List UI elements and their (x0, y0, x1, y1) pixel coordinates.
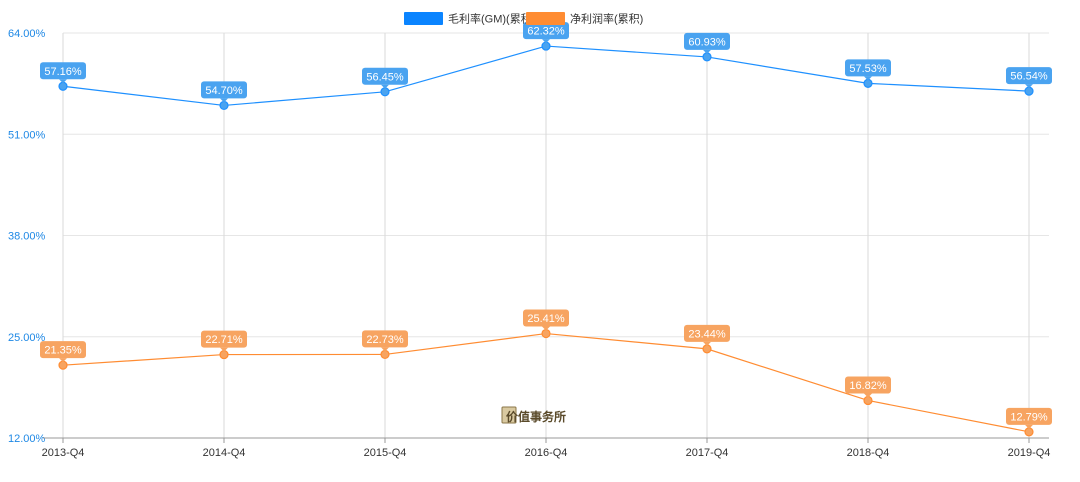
axes: 12.00% 25.00% 38.00% 51.00% 64.00% 2013-Q4 201… (8, 28, 1050, 459)
data-label-pointer (1025, 84, 1033, 89)
data-point[interactable] (380, 87, 390, 97)
data-label-bg (684, 324, 730, 342)
legend-item[interactable]: 毛利率(GM)(累积) (404, 12, 535, 26)
data-label-bg (845, 376, 891, 394)
x-tick-label: 2019-Q4 (1008, 447, 1051, 459)
watermark-logo-icon (501, 406, 517, 424)
legend-item[interactable]: 净利润率(累积) (526, 12, 643, 26)
legend-swatch (526, 12, 565, 25)
data-point[interactable] (219, 100, 229, 111)
data-label-pointer (1025, 424, 1033, 429)
data-point[interactable] (380, 349, 390, 360)
data-label: 56.45% (366, 71, 404, 83)
y-tick-label: 25.00% (8, 332, 46, 344)
data-label-pointer (59, 358, 67, 363)
data-label-bg (845, 59, 891, 77)
data-label-pointer (542, 326, 550, 331)
data-label-pointer (381, 84, 389, 89)
legend-label: 净利润率(累积) (570, 12, 643, 26)
data-label: 12.79% (1010, 411, 1048, 423)
data-label: 22.71% (205, 334, 243, 346)
x-tick-label: 2016-Q4 (525, 447, 568, 459)
x-tick-label: 2014-Q4 (203, 447, 246, 459)
y-tick-label: 64.00% (8, 28, 46, 40)
data-label: 57.53% (849, 63, 887, 75)
x-tick-label: 2015-Q4 (364, 447, 407, 459)
data-point[interactable] (58, 81, 68, 91)
y-tick-label: 51.00% (8, 129, 46, 141)
data-label-pointer (381, 347, 389, 352)
data-label-pointer (864, 76, 872, 81)
x-tick-label: 2013-Q4 (42, 447, 85, 459)
data-label: 62.32% (527, 26, 565, 38)
data-label-pointer (59, 79, 67, 84)
data-point[interactable] (1024, 427, 1034, 437)
data-label: 57.16% (44, 66, 82, 78)
data-label-bg (684, 32, 730, 50)
data-label-bg (40, 341, 86, 359)
data-label-pointer (220, 347, 228, 352)
data-label-pointer (703, 341, 711, 346)
watermark: 价值事务所 (501, 406, 566, 424)
data-label-bg (1006, 407, 1052, 425)
data-point[interactable] (863, 395, 873, 406)
legend-swatch (404, 12, 443, 25)
data-point[interactable] (702, 52, 712, 62)
data-label-bg (362, 67, 408, 85)
watermark-text: 价值事务所 (506, 409, 566, 424)
data-point[interactable] (1024, 86, 1034, 96)
data-point[interactable] (541, 41, 551, 51)
data-label: 25.41% (527, 313, 565, 325)
data-label-pointer (864, 393, 872, 398)
data-label-pointer (703, 49, 711, 54)
data-label-bg (523, 309, 569, 327)
x-tick-label: 2018-Q4 (847, 447, 890, 459)
data-label: 60.93% (688, 36, 726, 48)
data-label-bg (40, 62, 86, 80)
legend-label: 毛利率(GM)(累积) (448, 12, 535, 26)
data-label-bg (362, 330, 408, 348)
data-point[interactable] (541, 328, 551, 339)
data-label-bg (1006, 67, 1052, 85)
data-point[interactable] (219, 349, 229, 360)
data-label: 23.44% (688, 328, 726, 340)
data-label-bg (201, 330, 247, 348)
data-label-bg (523, 22, 569, 40)
data-point[interactable] (58, 360, 68, 370)
data-label-pointer (542, 39, 550, 44)
data-point[interactable] (863, 78, 873, 88)
y-tick-label: 38.00% (8, 231, 46, 243)
data-label: 56.54% (1010, 71, 1048, 83)
data-label-pointer (220, 98, 228, 103)
y-tick-label: 12.00% (8, 433, 46, 445)
data-label: 16.82% (849, 380, 887, 392)
data-label: 22.73% (366, 334, 404, 346)
x-tick-label: 2017-Q4 (686, 447, 729, 459)
data-point[interactable] (702, 344, 712, 354)
series: 57.16% 54.70% 56.45% 62.32% 60.93% 57.53% 56.5… (40, 22, 1052, 437)
legend[interactable]: 毛利率(GM)(累积) 净利润率(累积) (404, 12, 643, 26)
data-label-bg (201, 81, 247, 99)
data-label: 54.70% (205, 85, 243, 97)
data-label: 21.35% (44, 345, 82, 357)
